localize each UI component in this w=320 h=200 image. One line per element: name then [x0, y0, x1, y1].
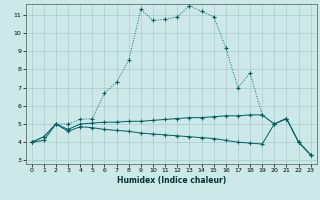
- X-axis label: Humidex (Indice chaleur): Humidex (Indice chaleur): [116, 176, 226, 185]
